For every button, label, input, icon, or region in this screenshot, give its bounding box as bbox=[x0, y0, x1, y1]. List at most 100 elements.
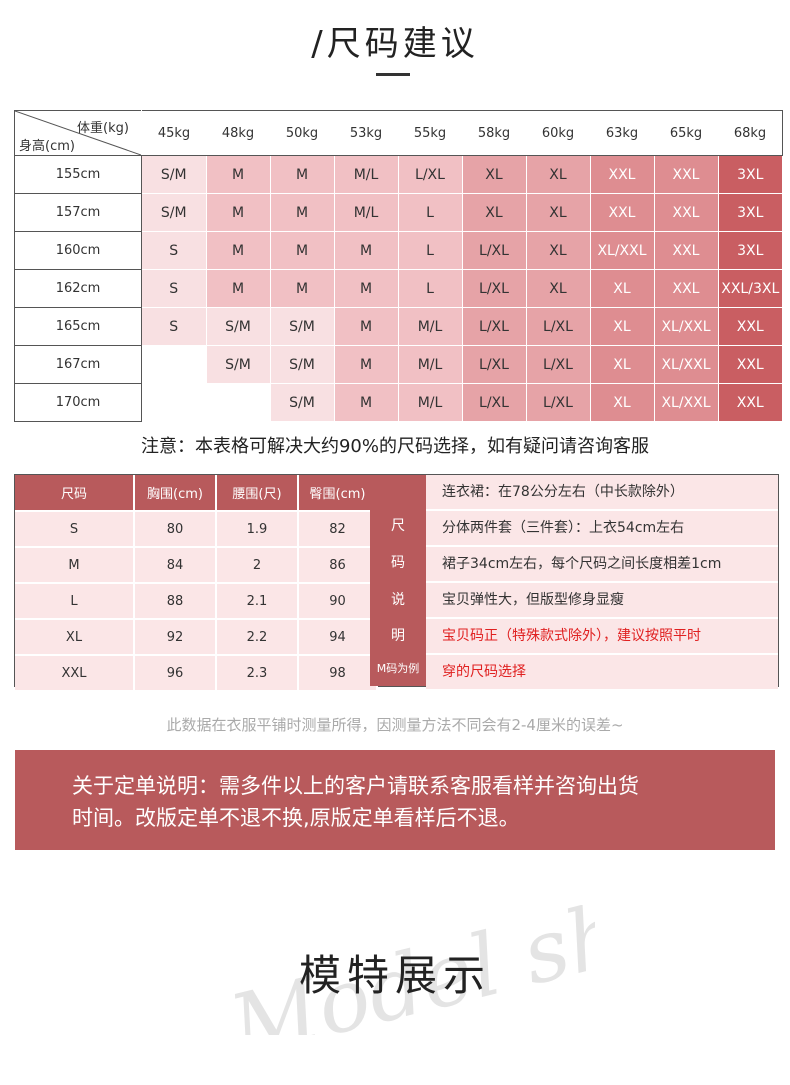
size-cell: M bbox=[269, 155, 335, 194]
size-cell: L/XL bbox=[397, 155, 463, 194]
size-cell: XXL bbox=[589, 155, 655, 194]
size-cell: 3XL bbox=[717, 231, 783, 270]
size-cell: XL bbox=[589, 307, 655, 346]
size-notes: 连衣裙：在78公分左右（中长款除外） 分体两件套（三件套）：上衣54cm左右 裙… bbox=[426, 475, 778, 689]
size-cell: XL/XXL bbox=[653, 307, 719, 346]
size-cell: XXL bbox=[653, 155, 719, 194]
measurement-cell: 90 bbox=[298, 583, 378, 620]
measurement-cell: M bbox=[15, 547, 135, 584]
weight-header-cell: 55kg bbox=[398, 110, 462, 156]
size-cell: S/M bbox=[205, 307, 271, 346]
measurement-cell: 96 bbox=[134, 655, 217, 692]
size-cell: S bbox=[141, 269, 207, 308]
measurement-header-row: 尺码 胸围(cm) 腰围(尺) 臀围(cm) bbox=[15, 475, 378, 512]
measurement-cell: 1.9 bbox=[216, 511, 299, 548]
measurement-cell: 86 bbox=[298, 547, 378, 584]
size-cell: L bbox=[397, 231, 463, 270]
size-cell: L/XL bbox=[461, 345, 527, 384]
size-cell: XL bbox=[589, 383, 655, 422]
height-label-cell: 165cm bbox=[14, 307, 142, 346]
size-cell: XL bbox=[525, 231, 591, 270]
measurement-cell: 94 bbox=[298, 619, 378, 656]
measurement-cell: S bbox=[15, 511, 135, 548]
size-cell: S/M bbox=[141, 155, 207, 194]
note-text: 注意：本表格可解决大约90%的尺码选择，如有疑问请咨询客服 bbox=[140, 436, 649, 457]
size-cell: XXL bbox=[653, 269, 719, 308]
size-row: 157cm S/M M M M/L L XL XL XXL XXL 3XL bbox=[14, 193, 783, 232]
size-row: 162cm S M M M L L/XL XL XL XXL XXL/3XL bbox=[14, 269, 783, 308]
size-cell: 3XL bbox=[717, 155, 783, 194]
model-show-watermark: Model show bbox=[219, 905, 595, 1035]
size-cell: M/L bbox=[397, 383, 463, 422]
size-explanation-column: 尺 码 说 明 M码为例 bbox=[370, 475, 426, 686]
size-cell: M bbox=[205, 269, 271, 308]
order-notice-line-2: 时间。改版定单不退不换,原版定单看样后不退。 bbox=[72, 806, 520, 830]
size-row: 160cm S M M M L L/XL XL XL/XXL XXL 3XL bbox=[14, 231, 783, 270]
height-label-cell: 160cm bbox=[14, 231, 142, 270]
note-line-3: 裙子34cm左右，每个尺码之间长度相差1cm bbox=[426, 547, 778, 583]
size-cell: XXL bbox=[589, 193, 655, 232]
height-label-cell: 170cm bbox=[14, 383, 142, 422]
size-cell: L/XL bbox=[461, 269, 527, 308]
size-cell: S/M bbox=[205, 345, 271, 384]
size-cell: XXL bbox=[653, 231, 719, 270]
size-cell: XXL bbox=[653, 193, 719, 232]
measurement-cell: 92 bbox=[134, 619, 217, 656]
model-showcase-title: 模特展示 bbox=[298, 951, 491, 1000]
size-cell: M bbox=[333, 269, 399, 308]
size-cell: L bbox=[397, 269, 463, 308]
weight-header-cell: 50kg bbox=[270, 110, 334, 156]
measurement-row: L 88 2.1 90 bbox=[15, 583, 378, 620]
size-row: 155cm S/M M M M/L L/XL XL XL XXL XXL 3XL bbox=[14, 155, 783, 194]
page-title: /尺码建议 bbox=[311, 24, 479, 64]
side-label-4: 明 bbox=[391, 628, 405, 644]
size-cell: M bbox=[205, 193, 271, 232]
note-line-4: 宝贝弹性大，但版型修身显瘦 bbox=[426, 583, 778, 619]
size-cell: M bbox=[205, 231, 271, 270]
size-cell: XXL bbox=[717, 345, 783, 384]
weight-header-cell: 45kg bbox=[141, 110, 206, 156]
measurement-section: 尺码 胸围(cm) 腰围(尺) 臀围(cm) S 80 1.9 82 M 84 2 86 L 88 2.1… bbox=[14, 474, 779, 692]
side-label-5: M码为例 bbox=[376, 662, 420, 675]
size-cell: M bbox=[333, 307, 399, 346]
title-underline bbox=[376, 73, 410, 76]
size-cell: S/M bbox=[269, 345, 335, 384]
size-row: 165cm S S/M S/M M M/L L/XL L/XL XL XL/XXL XXL bbox=[14, 307, 783, 346]
side-label-1: 尺 bbox=[391, 518, 405, 534]
side-label-2: 码 bbox=[391, 555, 405, 571]
measurement-row: XXL 96 2.3 98 bbox=[15, 655, 378, 692]
size-cell: XL bbox=[461, 193, 527, 232]
size-cell: M/L bbox=[333, 193, 399, 232]
size-cell: M bbox=[205, 155, 271, 194]
size-cell: M bbox=[333, 383, 399, 422]
weight-axis-label: 体重(kg) bbox=[77, 121, 129, 136]
order-notice-line-1: 关于定单说明：需多件以上的客户请联系客服看样并咨询出货 bbox=[72, 774, 639, 798]
size-cell: S/M bbox=[269, 307, 335, 346]
size-cell: L/XL bbox=[461, 231, 527, 270]
size-cell: M bbox=[333, 231, 399, 270]
measurement-cell: 2.1 bbox=[216, 583, 299, 620]
measurement-cell: 98 bbox=[298, 655, 378, 692]
size-cell: M/L bbox=[397, 345, 463, 384]
measurement-table: 尺码 胸围(cm) 腰围(尺) 臀围(cm) S 80 1.9 82 M 84 2 86 L 88 2.1… bbox=[15, 475, 378, 692]
height-label-cell: 155cm bbox=[14, 155, 142, 194]
note-line-2: 分体两件套（三件套）：上衣54cm左右 bbox=[426, 511, 778, 547]
weight-header-cell: 68kg bbox=[718, 110, 783, 156]
size-recommendation-table: 体重(kg) 身高(cm) 45kg 48kg 50kg 53kg 55kg 58kg 60… bbox=[14, 110, 783, 422]
size-cell: M bbox=[269, 193, 335, 232]
height-label-cell: 162cm bbox=[14, 269, 142, 308]
measurement-cell: 2.3 bbox=[216, 655, 299, 692]
measurement-header-cell: 尺码 bbox=[15, 475, 135, 512]
size-cell: S/M bbox=[269, 383, 335, 422]
size-cell: L/XL bbox=[525, 383, 591, 422]
measurement-row: S 80 1.9 82 bbox=[15, 511, 378, 548]
size-cell: XL bbox=[461, 155, 527, 194]
size-cell: XL bbox=[525, 193, 591, 232]
height-axis-label: 身高(cm) bbox=[19, 139, 75, 154]
order-notice-banner: 关于定单说明：需多件以上的客户请联系客服看样并咨询出货 时间。改版定单不退不换,… bbox=[15, 750, 775, 850]
size-cell bbox=[205, 383, 271, 422]
measurement-header-cell: 腰围(尺) bbox=[216, 475, 299, 512]
size-cell: XL/XXL bbox=[589, 231, 655, 270]
size-cell: XXL bbox=[717, 307, 783, 346]
size-cell: XL bbox=[525, 269, 591, 308]
